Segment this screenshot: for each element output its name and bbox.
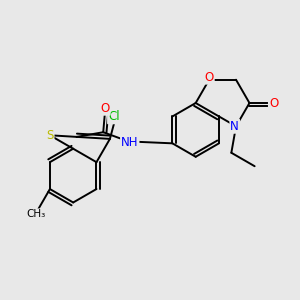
Text: O: O <box>205 71 214 84</box>
Text: NH: NH <box>121 136 139 148</box>
Text: Cl: Cl <box>108 110 120 123</box>
Text: CH₃: CH₃ <box>27 209 46 219</box>
Text: O: O <box>269 97 278 110</box>
Text: S: S <box>46 129 54 142</box>
Text: N: N <box>230 120 239 133</box>
Text: O: O <box>100 102 110 115</box>
